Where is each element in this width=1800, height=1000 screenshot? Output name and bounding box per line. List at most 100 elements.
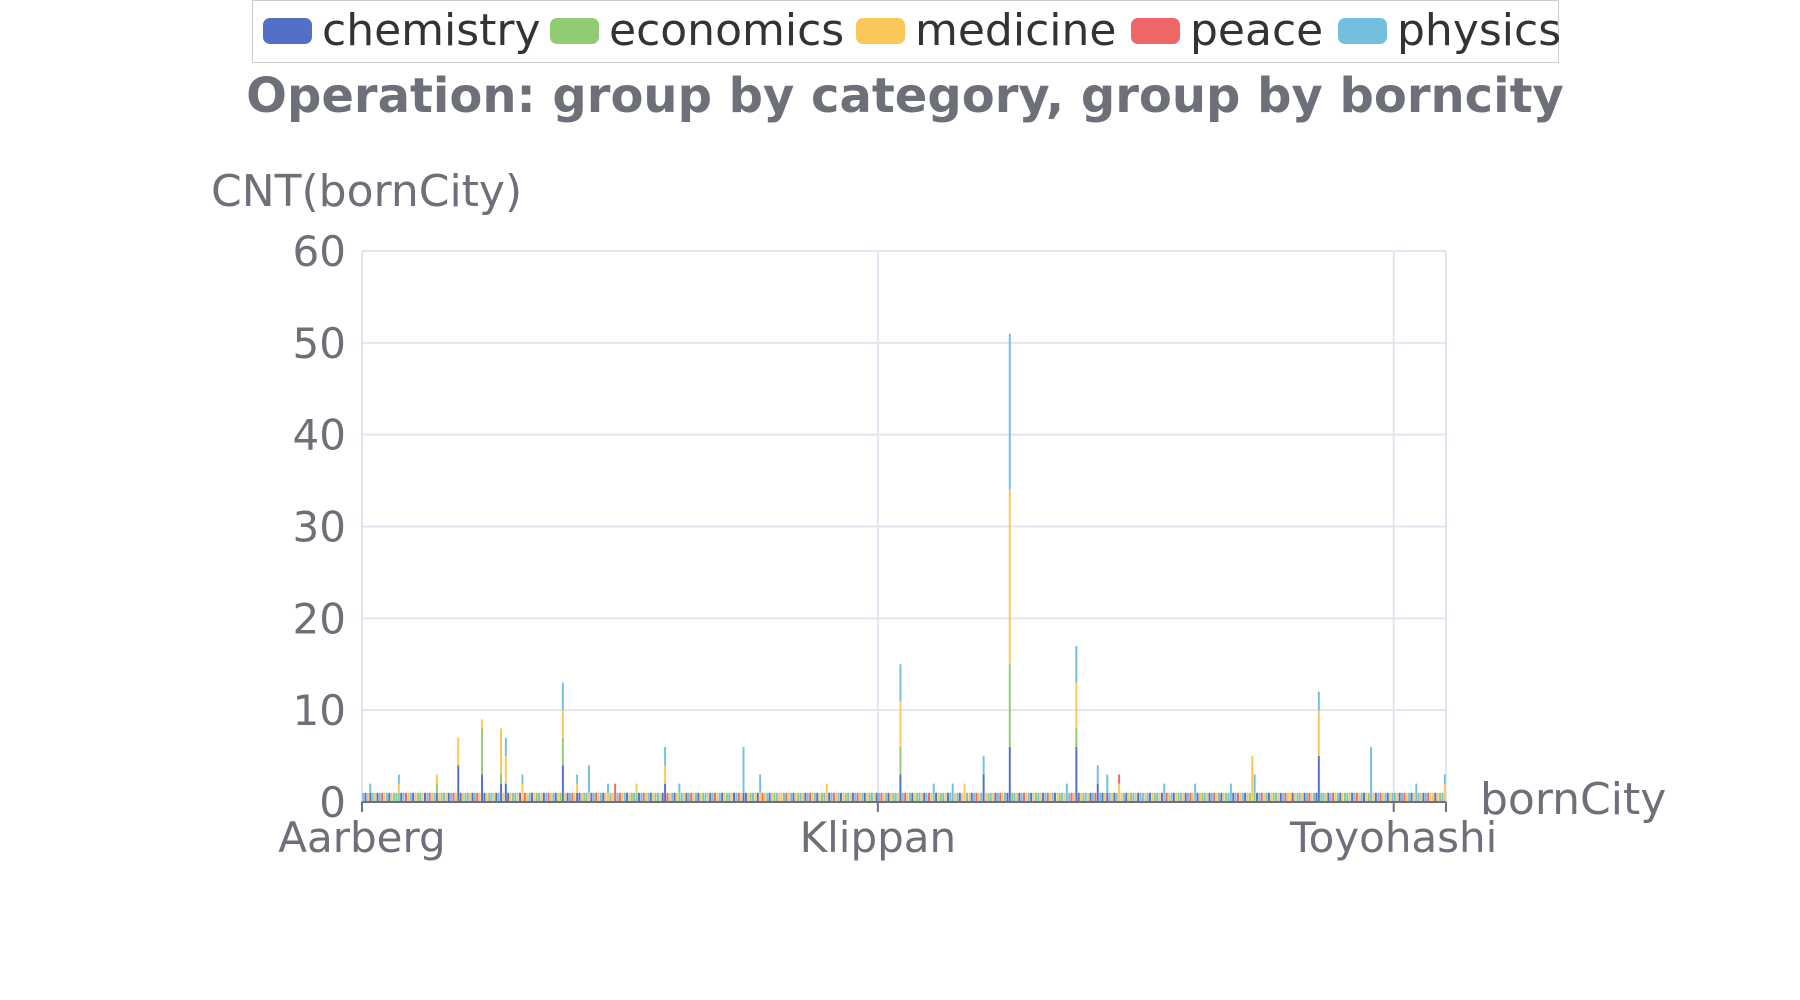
bar-chemistry[interactable] <box>911 792 914 802</box>
bar-physics[interactable] <box>1218 792 1220 802</box>
bar-medicine[interactable] <box>366 792 369 802</box>
bar-chemistry[interactable] <box>709 792 712 802</box>
bar-chemistry[interactable] <box>685 792 688 802</box>
bar-physics[interactable] <box>443 792 445 802</box>
bar-chemistry[interactable] <box>1327 792 1330 802</box>
bar-economics[interactable] <box>1296 792 1299 802</box>
bar-physics[interactable] <box>1210 792 1213 802</box>
bar-chemistry[interactable] <box>504 783 507 802</box>
bar-medicine[interactable] <box>1436 792 1439 802</box>
bar-physics[interactable] <box>647 792 650 802</box>
bar-medicine[interactable] <box>1270 792 1273 802</box>
bar-chemistry[interactable] <box>447 792 450 802</box>
bar-medicine[interactable] <box>533 792 536 802</box>
bar-physics[interactable] <box>949 792 952 802</box>
bar-physics[interactable] <box>932 783 935 802</box>
bar-medicine[interactable] <box>652 792 655 802</box>
bar-physics[interactable] <box>656 792 659 802</box>
bar-physics[interactable] <box>1241 792 1244 802</box>
bar-physics[interactable] <box>1305 792 1308 802</box>
bar-medicine[interactable] <box>1215 792 1218 802</box>
bar-peace[interactable] <box>737 792 740 802</box>
bar-medicine[interactable] <box>628 792 631 802</box>
bar-physics[interactable] <box>982 756 985 775</box>
bar-economics[interactable] <box>678 792 681 802</box>
bar-medicine[interactable] <box>1075 682 1078 729</box>
bar-physics[interactable] <box>1027 792 1030 802</box>
bar-medicine[interactable] <box>954 792 957 802</box>
bar-physics[interactable] <box>671 792 674 802</box>
bar-peace[interactable] <box>999 792 1002 802</box>
bar-chemistry[interactable] <box>863 792 866 802</box>
bar-physics[interactable] <box>711 792 714 802</box>
bar-peace[interactable] <box>381 792 384 802</box>
bar-physics[interactable] <box>942 792 945 802</box>
bar-chemistry[interactable] <box>1125 792 1128 802</box>
bar-medicine[interactable] <box>645 792 648 802</box>
bar-physics[interactable] <box>362 792 365 802</box>
bar-medicine[interactable] <box>1431 792 1434 802</box>
bar-chemistry[interactable] <box>1089 792 1092 802</box>
bar-medicine[interactable] <box>397 783 400 793</box>
bar-physics[interactable] <box>640 792 643 802</box>
bar-medicine[interactable] <box>462 792 465 802</box>
legend-item-chemistry[interactable]: chemistry <box>263 5 541 57</box>
bar-chemistry[interactable] <box>1398 792 1401 802</box>
bar-chemistry[interactable] <box>1434 792 1437 802</box>
bar-physics[interactable] <box>609 792 612 802</box>
bar-physics[interactable] <box>728 792 731 802</box>
bar-economics[interactable] <box>1130 792 1132 802</box>
bar-physics[interactable] <box>528 792 531 802</box>
bar-peace[interactable] <box>642 792 645 802</box>
bar-physics[interactable] <box>766 792 769 802</box>
bar-chemistry[interactable] <box>1351 792 1354 802</box>
bar-physics[interactable] <box>799 792 802 802</box>
bar-chemistry[interactable] <box>457 765 460 802</box>
bar-medicine[interactable] <box>509 792 512 802</box>
bar-physics[interactable] <box>607 783 610 793</box>
bar-peace[interactable] <box>547 792 550 802</box>
bar-physics[interactable] <box>1322 792 1325 802</box>
bar-medicine[interactable] <box>985 792 987 802</box>
bar-medicine[interactable] <box>1429 792 1432 802</box>
bar-physics[interactable] <box>369 783 372 793</box>
bar-chemistry[interactable] <box>664 783 667 802</box>
bar-medicine[interactable] <box>754 792 757 802</box>
bar-medicine[interactable] <box>668 792 671 802</box>
bar-chemistry[interactable] <box>424 792 426 802</box>
bar-chemistry[interactable] <box>673 792 676 802</box>
bar-chemistry[interactable] <box>1096 783 1099 802</box>
bar-physics[interactable] <box>569 792 571 802</box>
bar-chemistry[interactable] <box>1244 792 1247 802</box>
bar-medicine[interactable] <box>1118 783 1121 802</box>
bar-physics[interactable] <box>1037 792 1040 802</box>
bar-physics[interactable] <box>1393 792 1396 802</box>
bar-medicine[interactable] <box>383 792 386 802</box>
bar-medicine[interactable] <box>1025 792 1028 802</box>
bar-physics[interactable] <box>552 792 555 802</box>
bar-chemistry[interactable] <box>1374 792 1377 802</box>
bar-physics[interactable] <box>837 792 840 802</box>
bar-medicine[interactable] <box>576 783 579 793</box>
bar-peace[interactable] <box>1427 792 1430 802</box>
bar-physics[interactable] <box>402 792 405 802</box>
bar-physics[interactable] <box>1417 792 1420 802</box>
bar-physics[interactable] <box>1275 792 1278 802</box>
bar-medicine[interactable] <box>1158 792 1161 802</box>
bar-peace[interactable] <box>1189 792 1192 802</box>
bar-physics[interactable] <box>1443 774 1446 784</box>
legend-item-economics[interactable]: economics <box>550 5 844 57</box>
bar-physics[interactable] <box>1227 792 1230 802</box>
bar-medicine[interactable] <box>849 792 852 802</box>
bar-chemistry[interactable] <box>1279 792 1282 802</box>
bar-chemistry[interactable] <box>388 792 391 802</box>
legend-item-peace[interactable]: peace <box>1131 5 1323 57</box>
bar-physics[interactable] <box>1106 774 1109 793</box>
bar-physics[interactable] <box>592 792 595 802</box>
bar-physics[interactable] <box>497 792 500 802</box>
bar-medicine[interactable] <box>683 792 686 802</box>
bar-physics[interactable] <box>1187 792 1190 802</box>
bar-physics[interactable] <box>1020 792 1023 802</box>
bar-physics[interactable] <box>973 792 976 802</box>
bar-chemistry[interactable] <box>792 792 795 802</box>
